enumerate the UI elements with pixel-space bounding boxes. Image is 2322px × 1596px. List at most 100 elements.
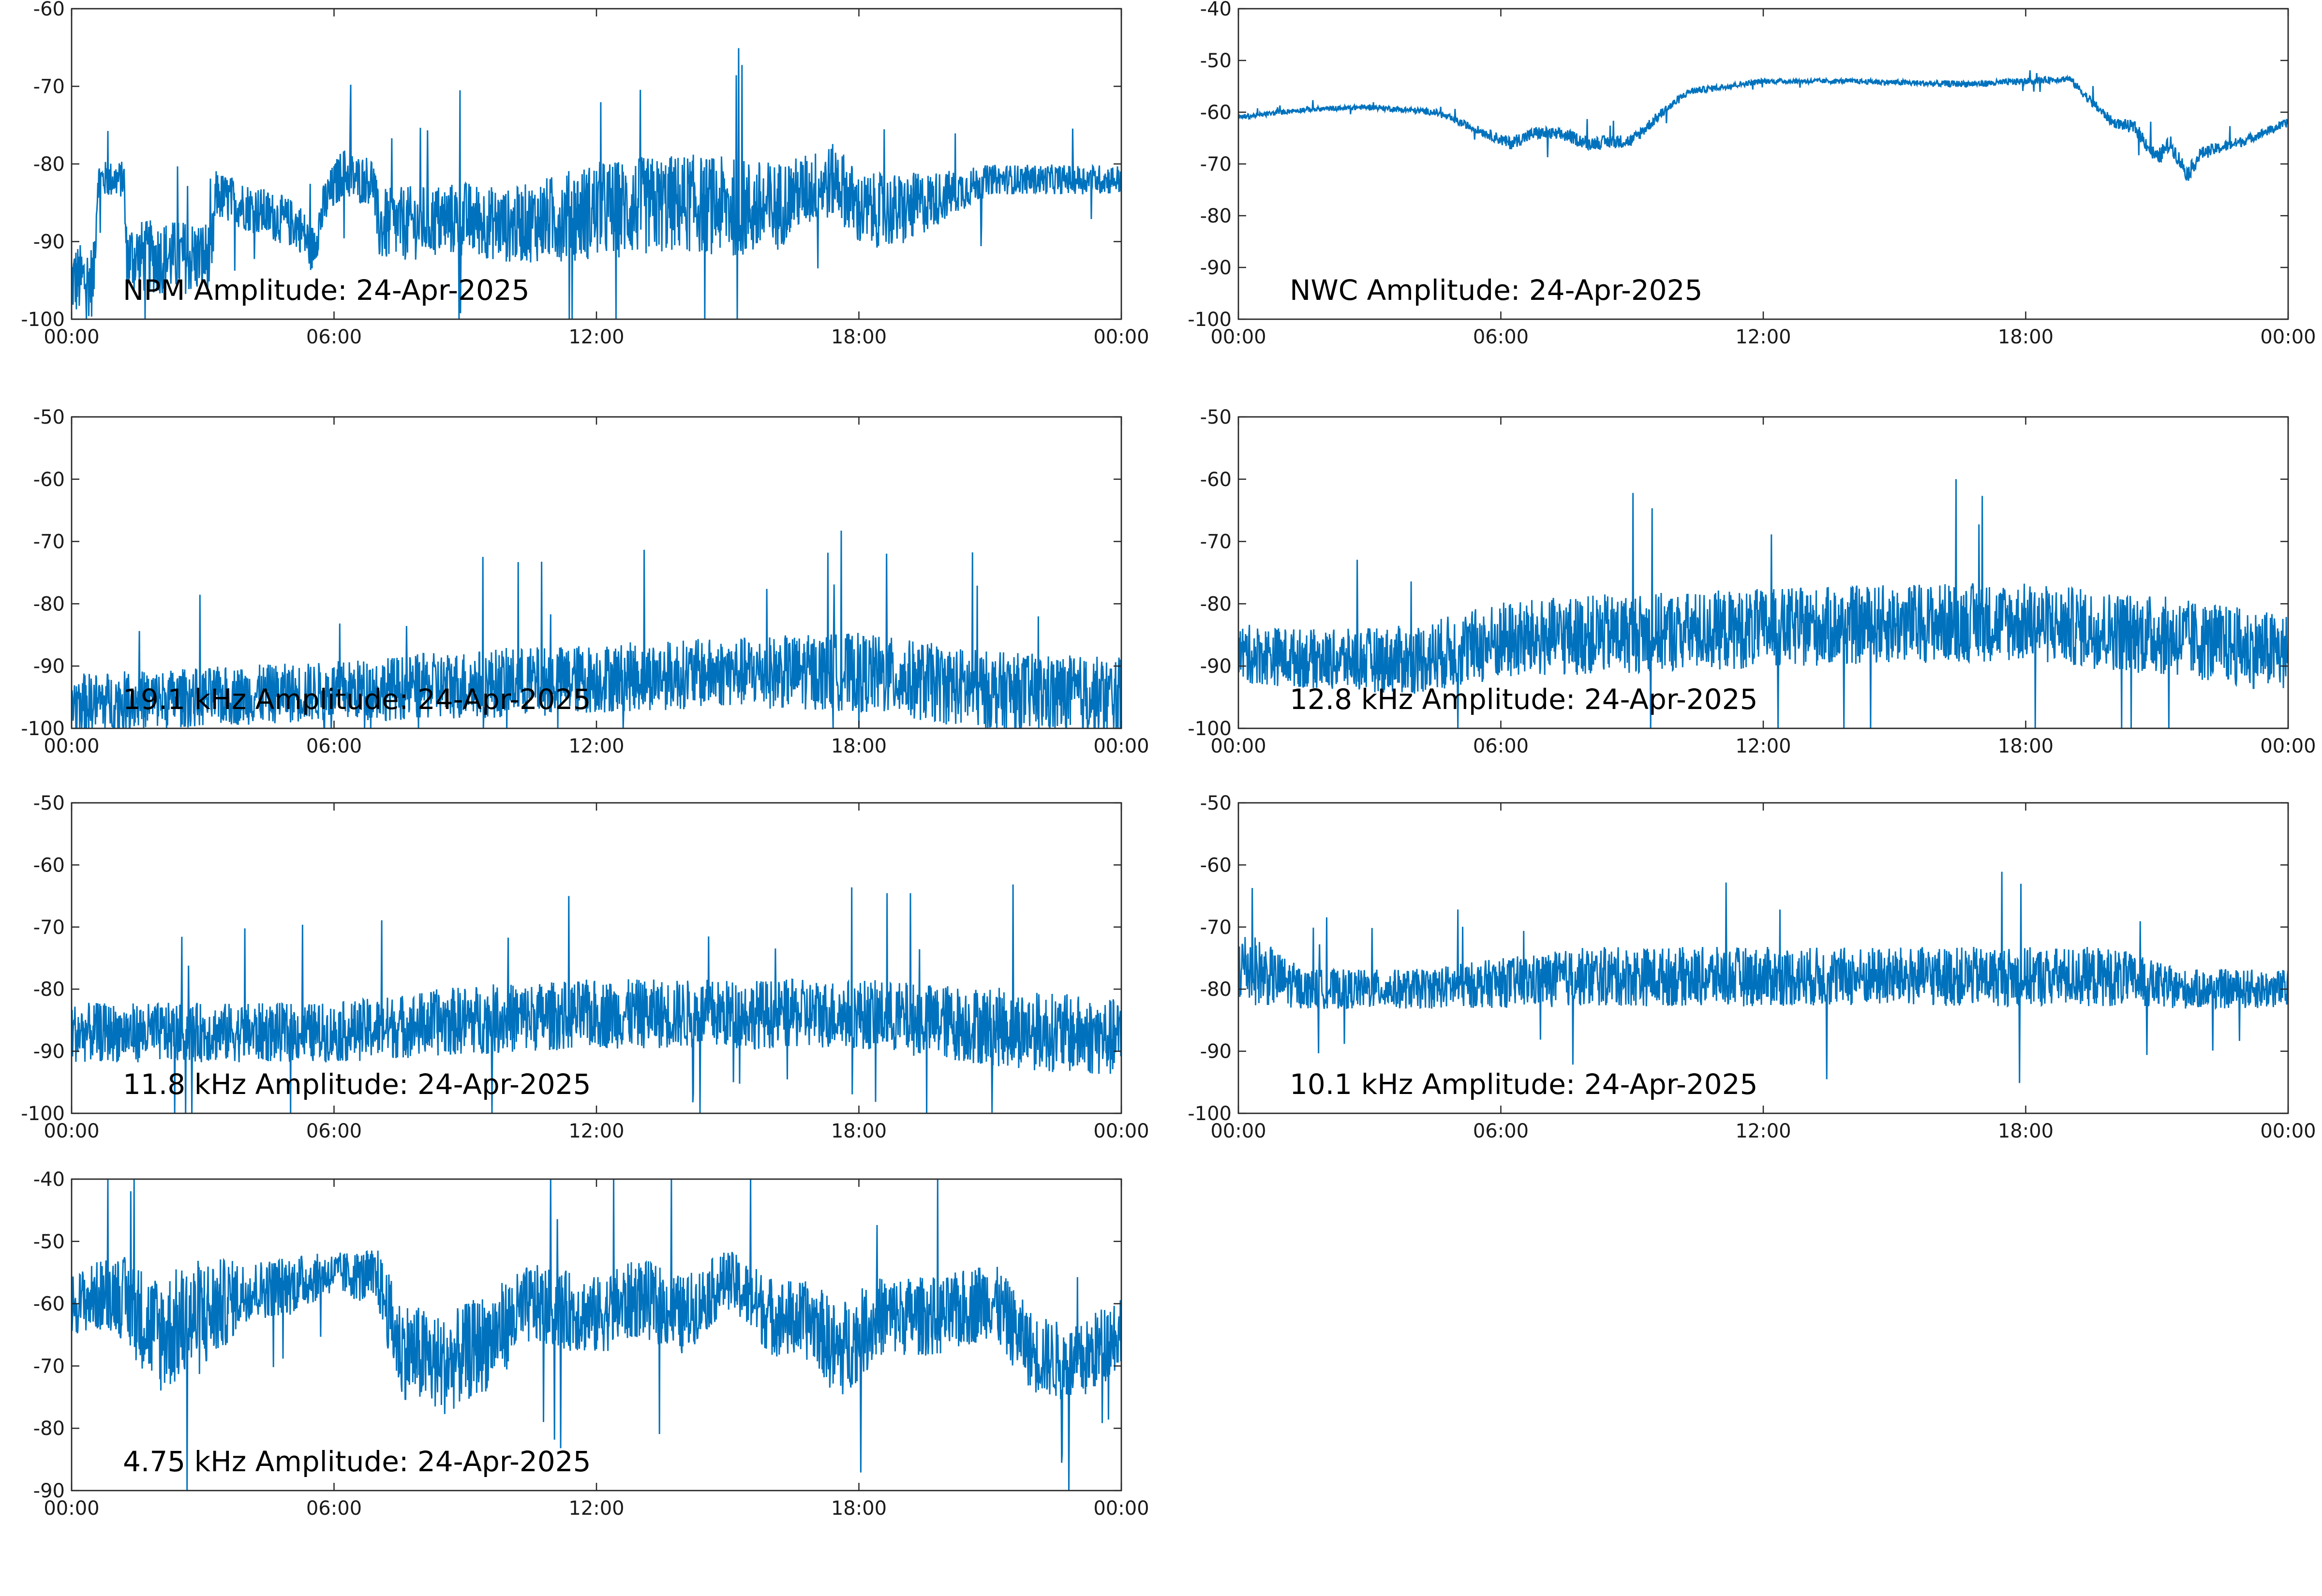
panel-title: NPM Amplitude: 24-Apr-2025 [123, 274, 530, 307]
amplitude-series-line [1238, 872, 2288, 1083]
x-tick-label: 06:00 [306, 1497, 362, 1520]
x-tick-label: 00:00 [1210, 1120, 1266, 1142]
panel-title: NWC Amplitude: 24-Apr-2025 [1290, 274, 1703, 307]
x-tick-label: 18:00 [1998, 1120, 2054, 1142]
y-tick-label: -90 [33, 231, 65, 253]
y-tick-label: -50 [1200, 406, 1232, 429]
amplitude-series-line [72, 48, 1121, 319]
x-tick-label: 06:00 [1473, 735, 1529, 757]
y-tick-label: -80 [33, 593, 65, 615]
y-tick-label: -90 [1200, 257, 1232, 279]
x-tick-label: 06:00 [306, 326, 362, 348]
plot-frame [71, 8, 1122, 320]
y-tick-label: -90 [1200, 1041, 1232, 1063]
x-tick-label: 12:00 [568, 735, 624, 757]
y-tick-label: -60 [33, 854, 65, 876]
amplitude-series-line [1238, 479, 2288, 728]
x-tick-label: 00:00 [2260, 1120, 2316, 1142]
y-tick-label: -50 [33, 1231, 65, 1253]
y-tick-label: -70 [1200, 916, 1232, 939]
y-tick-label: -60 [1200, 102, 1232, 124]
amplitude-series-line [72, 531, 1121, 728]
y-tick-label: -60 [33, 1293, 65, 1315]
y-tick-label: -100 [1188, 309, 1232, 331]
y-tick-label: -70 [33, 1355, 65, 1377]
x-tick-label: 00:00 [1093, 1120, 1149, 1142]
x-tick-label: 00:00 [44, 326, 99, 348]
y-tick-label: -100 [1188, 1103, 1232, 1125]
y-tick-label: -70 [33, 916, 65, 939]
y-tick-label: -80 [33, 1418, 65, 1440]
y-tick-label: -90 [33, 1041, 65, 1063]
x-tick-label: 18:00 [831, 1497, 887, 1520]
x-tick-label: 00:00 [44, 1497, 99, 1520]
y-tick-label: -60 [33, 0, 65, 20]
x-tick-label: 06:00 [306, 735, 362, 757]
y-tick-label: -100 [1188, 718, 1232, 740]
plot-frame [1237, 8, 2289, 320]
x-tick-label: 12:00 [568, 1497, 624, 1520]
panel-title: 4.75 kHz Amplitude: 24-Apr-2025 [123, 1445, 591, 1478]
x-tick-label: 18:00 [1998, 735, 2054, 757]
panel-title: 19.1 kHz Amplitude: 24-Apr-2025 [123, 683, 591, 716]
x-tick-label: 00:00 [1093, 1497, 1149, 1520]
y-tick-label: -80 [1200, 593, 1232, 615]
y-tick-label: -100 [21, 1103, 65, 1125]
x-tick-label: 18:00 [831, 735, 887, 757]
y-tick-label: -60 [1200, 854, 1232, 876]
y-tick-label: -80 [33, 978, 65, 1001]
y-tick-label: -70 [33, 531, 65, 553]
x-tick-label: 00:00 [1093, 735, 1149, 757]
amplitude-series-line [72, 884, 1121, 1113]
x-tick-label: 00:00 [44, 735, 99, 757]
y-tick-label: -80 [1200, 205, 1232, 227]
y-tick-label: -50 [33, 406, 65, 429]
y-tick-label: -60 [33, 469, 65, 491]
y-tick-label: -90 [33, 1480, 65, 1502]
y-tick-label: -50 [33, 792, 65, 814]
plot-frame [1237, 802, 2289, 1114]
y-tick-label: -60 [1200, 469, 1232, 491]
x-tick-label: 06:00 [1473, 1120, 1529, 1142]
y-tick-label: -70 [33, 76, 65, 98]
amplitude-series-line [72, 1179, 1121, 1491]
x-tick-label: 00:00 [2260, 326, 2316, 348]
x-tick-label: 12:00 [1735, 735, 1791, 757]
x-tick-label: 00:00 [44, 1120, 99, 1142]
x-tick-label: 00:00 [2260, 735, 2316, 757]
x-tick-label: 06:00 [306, 1120, 362, 1142]
x-tick-label: 18:00 [1998, 326, 2054, 348]
panel-title: 11.8 kHz Amplitude: 24-Apr-2025 [123, 1068, 591, 1101]
x-tick-label: 12:00 [1735, 1120, 1791, 1142]
x-tick-label: 18:00 [831, 1120, 887, 1142]
y-tick-label: -90 [1200, 655, 1232, 678]
y-tick-label: -80 [33, 153, 65, 176]
x-tick-label: 06:00 [1473, 326, 1529, 348]
y-tick-label: -80 [1200, 978, 1232, 1001]
x-tick-label: 12:00 [1735, 326, 1791, 348]
panel-title: 10.1 kHz Amplitude: 24-Apr-2025 [1290, 1068, 1757, 1101]
y-tick-label: -50 [1200, 792, 1232, 814]
x-tick-label: 00:00 [1210, 735, 1266, 757]
amplitude-series-line [1238, 70, 2288, 181]
panel-title: 12.8 kHz Amplitude: 24-Apr-2025 [1290, 683, 1757, 716]
x-tick-label: 00:00 [1093, 326, 1149, 348]
y-tick-label: -50 [1200, 50, 1232, 72]
x-tick-label: 18:00 [831, 326, 887, 348]
y-tick-label: -90 [33, 655, 65, 678]
y-tick-label: -100 [21, 718, 65, 740]
y-tick-label: -70 [1200, 153, 1232, 176]
x-tick-label: 12:00 [568, 326, 624, 348]
y-tick-label: -40 [33, 1168, 65, 1191]
y-tick-label: -100 [21, 309, 65, 331]
x-tick-label: 12:00 [568, 1120, 624, 1142]
x-tick-label: 00:00 [1210, 326, 1266, 348]
y-tick-label: -70 [1200, 531, 1232, 553]
